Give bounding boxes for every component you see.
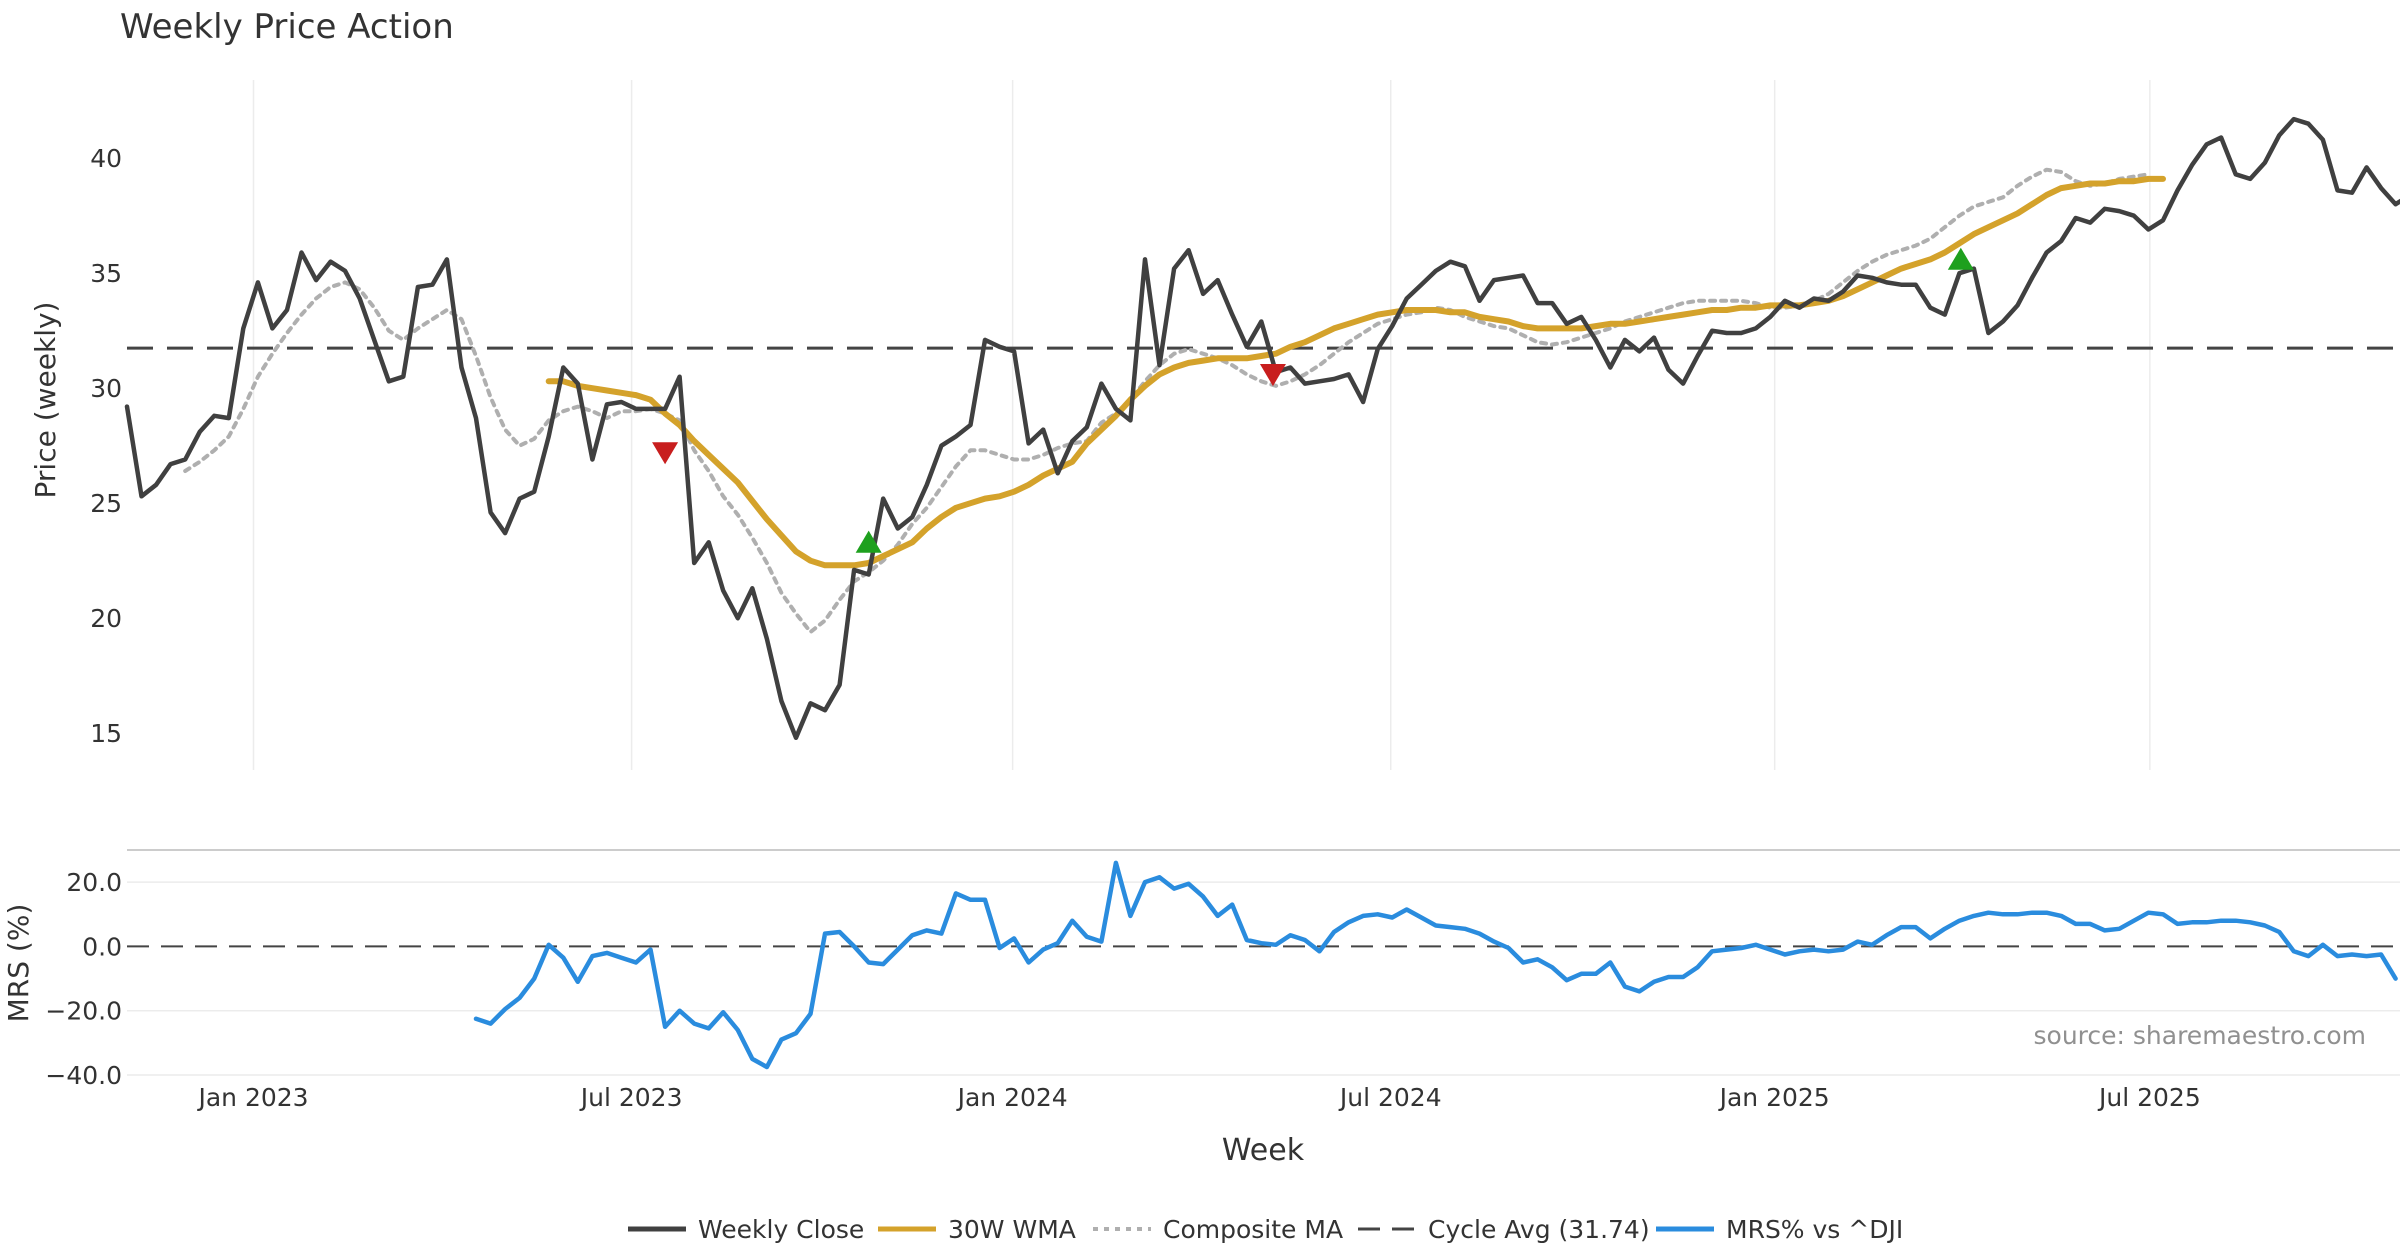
- price-series-group: [124, 116, 2400, 741]
- x-axis: Jan 2023 Jul 2023 Jan 2024 Jul 2024 Jan 2025…: [196, 1083, 2200, 1112]
- x-axis-label: Week: [1222, 1133, 1305, 1168]
- price-panel-grid: [252, 80, 2151, 770]
- x-tick-label-4: Jan 2025: [1718, 1083, 1830, 1112]
- price-y-axis-label: Price (weekly): [29, 302, 62, 499]
- chart-title: Weekly Price Action: [120, 7, 454, 47]
- source-credit: source: sharemaestro.com: [2034, 1021, 2367, 1050]
- price-ytick-4: 35: [90, 259, 122, 288]
- legend-label-1: 30W WMA: [948, 1215, 1076, 1244]
- legend-entry-0: Weekly Close: [628, 1215, 864, 1244]
- signal-markers: [652, 247, 1974, 553]
- price-ytick-2: 25: [90, 489, 122, 518]
- price-ytick-3: 30: [90, 374, 122, 403]
- x-tick-label-5: Jul 2025: [2097, 1083, 2201, 1112]
- legend: Weekly Close 30W WMA Composite MA Cycle Avg…: [628, 1215, 1903, 1244]
- legend-entry-1: 30W WMA: [878, 1215, 1076, 1244]
- legend-entry-2: Composite MA: [1093, 1215, 1343, 1244]
- series-mrs-vs-dji: [473, 860, 2398, 1070]
- legend-entry-4: MRS% vs ^DJI: [1656, 1215, 1903, 1244]
- legend-entry-3: Cycle Avg (31.74): [1358, 1215, 1650, 1244]
- mrs-ytick-0: 20.0: [66, 868, 122, 897]
- mrs-series-group: [473, 860, 2398, 1070]
- series-weekly-close: [124, 116, 2400, 741]
- series-30w-wma: [545, 175, 2166, 569]
- mrs-y-axis-label: MRS (%): [2, 904, 35, 1023]
- buy-signal-marker-1: [855, 530, 882, 553]
- mrs-ytick-3: −40.0: [45, 1061, 122, 1090]
- mrs-ytick-2: −20.0: [45, 997, 122, 1026]
- price-ytick-0: 15: [90, 719, 122, 748]
- price-ytick-1: 20: [90, 604, 122, 633]
- x-tick-label-2: Jan 2024: [956, 1083, 1068, 1112]
- x-tick-label-1: Jul 2023: [579, 1083, 683, 1112]
- x-tick-label-3: Jul 2024: [1338, 1083, 1442, 1112]
- mrs-ytick-1: 0.0: [82, 932, 122, 961]
- series-composite-ma: [183, 167, 2151, 634]
- legend-label-0: Weekly Close: [698, 1215, 864, 1244]
- price-y-axis: 15 20 25 30 35 40: [90, 144, 122, 748]
- legend-label-4: MRS% vs ^DJI: [1726, 1215, 1903, 1244]
- legend-label-2: Composite MA: [1163, 1215, 1343, 1244]
- x-tick-label-0: Jan 2023: [196, 1083, 308, 1112]
- sell-signal-marker-2: [1259, 364, 1286, 387]
- sell-signal-marker-0: [652, 442, 679, 465]
- legend-label-3: Cycle Avg (31.74): [1428, 1215, 1650, 1244]
- buy-signal-marker-3: [1947, 247, 1974, 270]
- price-ytick-5: 40: [90, 144, 122, 173]
- mrs-y-axis: 20.0 0.0 −20.0 −40.0: [45, 868, 122, 1090]
